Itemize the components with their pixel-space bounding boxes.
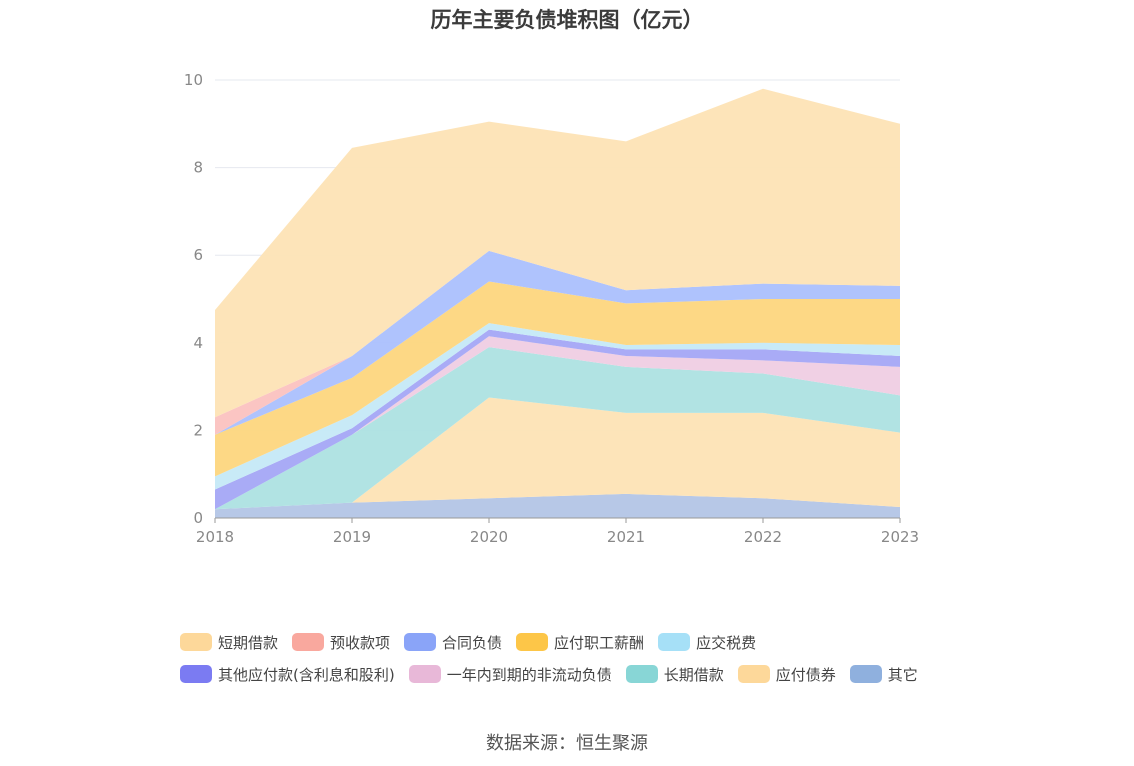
axis-layer: 0 2 4 6 8 10 2018 2019 2020 2021 2022 2023 <box>184 71 919 546</box>
legend-item[interactable]: 短期借款 <box>180 632 278 653</box>
legend-swatch <box>658 633 691 651</box>
x-tick-label: 2018 <box>196 528 234 546</box>
y-tick-label: 0 <box>193 509 203 527</box>
x-tick-label: 2021 <box>607 528 645 546</box>
legend-swatch <box>849 665 882 683</box>
x-tick-label: 2020 <box>470 528 508 546</box>
y-tick-label: 10 <box>184 71 203 89</box>
legend-swatch <box>516 633 549 651</box>
y-tick-label: 6 <box>193 246 203 264</box>
area-series-0[interactable] <box>215 493 900 518</box>
legend-label: 一年内到期的非流动负债 <box>446 665 612 684</box>
legend-label: 应付职工薪酬 <box>554 633 645 652</box>
legend-item[interactable]: 其他应付款(含利息和股利) <box>180 664 395 685</box>
legend-item[interactable]: 预收款项 <box>292 632 390 653</box>
area-series-7[interactable] <box>215 250 900 435</box>
legend-swatch <box>180 665 212 683</box>
legend-swatch <box>292 633 325 651</box>
legend-item[interactable]: 应交税费 <box>658 632 756 653</box>
legend: 短期借款 预收款项 合同负债 应付职工薪酬 应交税费其他应付款(含利息和股利) 一年内到期… <box>180 630 1000 694</box>
area-layer <box>215 88 900 518</box>
legend-swatch <box>180 633 212 651</box>
legend-swatch <box>737 665 770 683</box>
legend-label: 应付债券 <box>775 665 836 684</box>
legend-label: 长期借款 <box>663 665 724 684</box>
stacked-area-chart: 0 2 4 6 8 10 2018 2019 2020 2021 2022 2023 <box>184 71 919 546</box>
y-tick-label: 2 <box>193 421 203 439</box>
chart-title: 历年主要负债堆积图（亿元） <box>430 8 704 32</box>
legend-item[interactable]: 合同负债 <box>404 632 502 653</box>
data-source: 数据来源：恒生聚源 <box>486 733 648 754</box>
area-series-2[interactable] <box>215 347 900 510</box>
x-tick-label: 2023 <box>881 528 919 546</box>
x-tick-label: 2019 <box>333 528 371 546</box>
legend-swatch <box>404 633 437 651</box>
legend-label: 其它 <box>887 665 918 684</box>
legend-row: 短期借款 预收款项 合同负债 应付职工薪酬 应交税费 <box>180 630 1000 654</box>
legend-item[interactable]: 应付职工薪酬 <box>516 632 644 653</box>
x-tick-label: 2022 <box>744 528 782 546</box>
area-series-9[interactable] <box>215 88 900 418</box>
legend-item[interactable]: 一年内到期的非流动负债 <box>408 664 612 685</box>
y-tick-label: 8 <box>193 159 203 177</box>
legend-label: 预收款项 <box>330 633 391 652</box>
area-series-6[interactable] <box>215 281 900 477</box>
legend-item[interactable]: 长期借款 <box>625 664 724 685</box>
legend-swatch <box>625 665 658 683</box>
legend-label: 其他应付款(含利息和股利) <box>218 665 395 684</box>
legend-label: 短期借款 <box>218 633 279 652</box>
y-tick-label: 4 <box>193 334 203 352</box>
legend-label: 应交税费 <box>696 633 757 652</box>
legend-item[interactable]: 应付债券 <box>737 664 836 685</box>
legend-swatch <box>408 665 441 683</box>
area-series-1[interactable] <box>215 397 900 510</box>
legend-label: 合同负债 <box>442 633 503 652</box>
legend-row: 其他应付款(含利息和股利) 一年内到期的非流动负债 长期借款 应付债券 其它 <box>180 662 1000 686</box>
legend-item[interactable]: 其它 <box>849 664 918 685</box>
